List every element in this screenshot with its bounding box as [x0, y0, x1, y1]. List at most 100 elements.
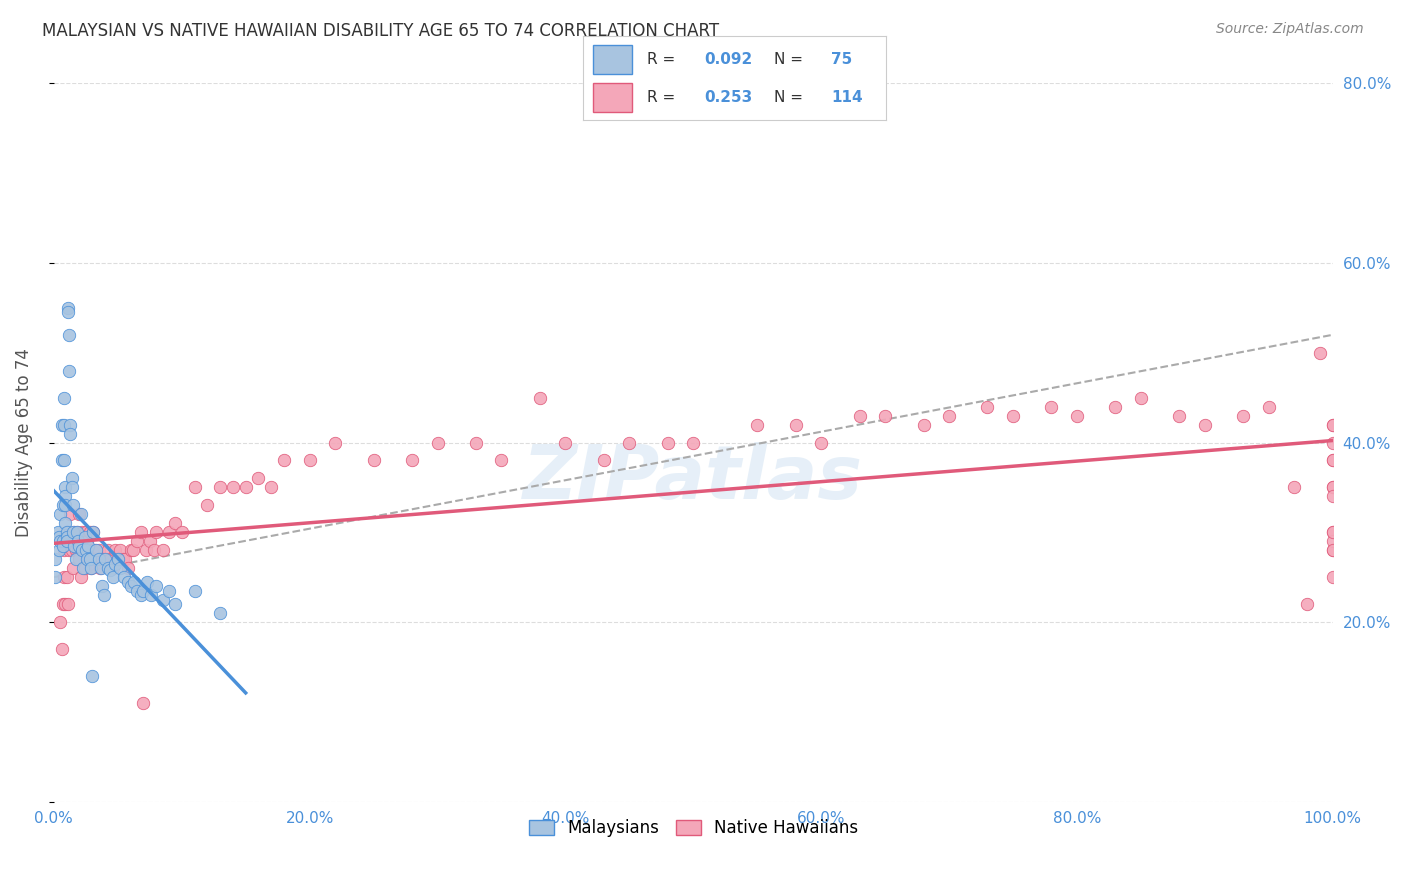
Point — [1322, 480, 1344, 494]
Point — [1322, 435, 1344, 450]
Point — [69, 570, 91, 584]
Point — [83, 543, 105, 558]
Point — [66, 525, 89, 540]
Point — [107, 552, 129, 566]
Point — [94, 552, 117, 566]
Point — [1322, 453, 1344, 467]
Point — [80, 561, 103, 575]
Point — [70, 543, 93, 558]
Point — [1104, 400, 1126, 414]
Point — [136, 574, 159, 589]
Point — [298, 453, 321, 467]
Point — [60, 471, 83, 485]
Point — [183, 480, 205, 494]
Point — [82, 525, 104, 540]
Point — [1002, 409, 1025, 423]
Point — [785, 417, 807, 432]
Point — [122, 543, 145, 558]
Point — [84, 552, 107, 566]
Point — [53, 543, 76, 558]
Point — [1322, 534, 1344, 549]
Point — [77, 539, 100, 553]
Point — [152, 592, 174, 607]
Point — [76, 534, 98, 549]
Point — [117, 574, 139, 589]
Point — [183, 583, 205, 598]
Text: N =: N = — [773, 52, 808, 67]
Point — [104, 557, 127, 571]
Point — [53, 597, 76, 611]
Point — [75, 543, 97, 558]
Point — [62, 561, 84, 575]
Point — [51, 642, 73, 657]
Point — [55, 570, 77, 584]
Point — [72, 543, 94, 558]
Point — [1322, 525, 1344, 540]
Point — [1309, 345, 1331, 359]
Point — [222, 480, 245, 494]
Point — [145, 579, 167, 593]
Point — [554, 435, 576, 450]
Point — [152, 543, 174, 558]
Point — [111, 552, 134, 566]
Point — [66, 525, 89, 540]
Point — [63, 525, 86, 540]
Point — [59, 426, 82, 441]
Point — [76, 552, 98, 566]
Point — [101, 561, 124, 575]
Point — [145, 525, 167, 540]
Point — [592, 453, 614, 467]
Point — [46, 525, 69, 540]
Point — [49, 508, 72, 522]
Point — [1322, 525, 1344, 540]
Point — [657, 435, 679, 450]
Point — [53, 516, 76, 531]
Point — [49, 534, 72, 549]
Y-axis label: Disability Age 65 to 74: Disability Age 65 to 74 — [15, 348, 32, 537]
Point — [52, 597, 75, 611]
Text: ZIPatlas: ZIPatlas — [523, 442, 863, 515]
Point — [1322, 570, 1344, 584]
Point — [110, 543, 132, 558]
Point — [91, 552, 114, 566]
Point — [49, 615, 72, 629]
Point — [110, 561, 132, 575]
Point — [70, 525, 93, 540]
Point — [67, 552, 90, 566]
Point — [53, 499, 76, 513]
Point — [82, 525, 104, 540]
Text: R =: R = — [647, 52, 681, 67]
Point — [55, 534, 77, 549]
Point — [1322, 417, 1344, 432]
Point — [1168, 409, 1191, 423]
Point — [1066, 409, 1088, 423]
Point — [67, 534, 90, 549]
Point — [67, 508, 90, 522]
Point — [48, 543, 70, 558]
Point — [55, 525, 77, 540]
Point — [247, 471, 270, 485]
Point — [73, 530, 96, 544]
Point — [52, 499, 75, 513]
Point — [53, 417, 76, 432]
Point — [132, 583, 155, 598]
Point — [44, 552, 66, 566]
Point — [94, 552, 117, 566]
Point — [426, 435, 449, 450]
Point — [93, 588, 115, 602]
Point — [101, 570, 124, 584]
Point — [51, 417, 73, 432]
Point — [810, 435, 832, 450]
Point — [87, 552, 110, 566]
Point — [875, 409, 897, 423]
Point — [125, 534, 148, 549]
Point — [209, 480, 232, 494]
Point — [65, 543, 87, 558]
Point — [1257, 400, 1279, 414]
Point — [96, 543, 118, 558]
Text: 114: 114 — [831, 90, 863, 105]
Point — [129, 525, 152, 540]
Point — [1322, 543, 1344, 558]
Point — [53, 391, 76, 405]
Point — [124, 574, 146, 589]
